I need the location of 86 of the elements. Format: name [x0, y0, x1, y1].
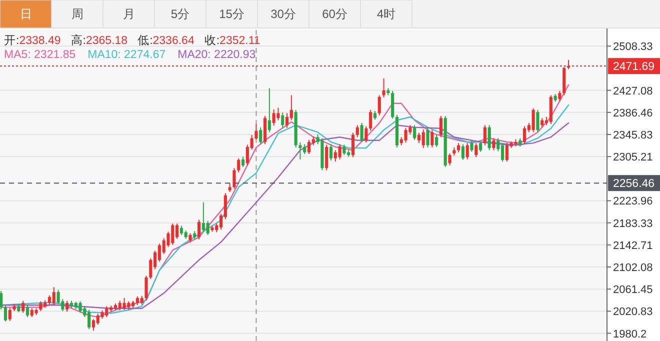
candlestick: [307, 139, 311, 154]
candlestick: [342, 144, 346, 156]
candlestick: [39, 300, 42, 312]
candlestick: [206, 220, 210, 236]
y-tick-label: 2020.83: [613, 306, 653, 318]
candlestick: [188, 232, 192, 244]
candlestick: [369, 109, 372, 132]
y-tick-label: 2508.33: [613, 41, 653, 54]
candlestick: [122, 298, 126, 311]
y-tick-label: 1980.2: [613, 328, 647, 340]
y-tick-label: 2427.08: [613, 85, 653, 98]
candlestick: [439, 115, 442, 138]
candlestick: [356, 124, 359, 138]
candlestick: [479, 140, 482, 152]
candlestick: [391, 90, 394, 120]
candlestick: [351, 132, 355, 158]
candlestick: [78, 300, 82, 314]
candlestick: [522, 126, 526, 145]
candlestick: [378, 94, 381, 116]
candlestick: [241, 156, 245, 168]
candlestick: [500, 142, 504, 162]
annotation: 收:2352.11: [204, 34, 260, 47]
tab: 日: [0, 0, 52, 28]
tab: 4时: [360, 0, 412, 28]
candlestick: [8, 307, 12, 322]
candlestick: [272, 108, 276, 126]
candlestick: [0, 290, 3, 310]
y-tick-label: 2142.71: [613, 240, 653, 252]
candlestick: [144, 275, 148, 300]
candlestick: [470, 140, 474, 152]
candlestick: [404, 127, 408, 144]
y-tick-label: 2061.45: [613, 284, 653, 296]
candlestick: [430, 130, 434, 148]
candlestick: [422, 129, 425, 148]
candlestick: [492, 138, 496, 151]
candlestick: [268, 88, 271, 133]
candlestick: [338, 144, 342, 160]
y-tick-label: 2386.46: [613, 107, 653, 120]
candlestick: [461, 144, 464, 160]
candlestick: [488, 124, 491, 151]
y-tick-label: 2305.21: [613, 152, 653, 164]
candlestick: [285, 112, 289, 128]
candlestick: [237, 158, 240, 173]
ref-line-label: 2256.46: [613, 178, 655, 190]
candlestick: [4, 305, 8, 322]
candlestick: [26, 304, 30, 318]
candlestick: [426, 127, 430, 148]
tab: 周: [51, 0, 104, 28]
candlestick: [66, 300, 69, 312]
candlestick: [558, 90, 562, 102]
candlestick: [360, 122, 364, 143]
candlestick: [382, 78, 386, 98]
annotation: 低:2336.64: [138, 34, 195, 47]
candlestick: [22, 300, 25, 314]
candlestick: [474, 142, 478, 158]
candlestick: [263, 115, 267, 145]
y-tick-label: 2223.96: [613, 196, 653, 208]
candlestick: [329, 144, 333, 161]
y-tick-label: 2345.83: [613, 129, 653, 142]
candlestick: [52, 286, 56, 306]
ref-line-label: 2471.69: [613, 61, 655, 74]
legend: MA5: 2321.85 MA10: 2274.67 MA20: 2220.93: [4, 49, 256, 61]
candlestick: [364, 126, 368, 144]
candlestick: [413, 124, 416, 140]
candlestick: [435, 134, 438, 148]
candlestick: [448, 152, 452, 166]
candlestick: [536, 109, 540, 133]
candlestick: [290, 94, 293, 121]
candlestick: [276, 107, 280, 121]
candlestick: [48, 294, 52, 306]
candlestick: [281, 112, 284, 128]
candlestick: [483, 124, 486, 146]
y-tick-label: 2183.33: [613, 218, 653, 230]
candlestick: [325, 144, 328, 171]
candlestick: [457, 142, 460, 153]
candlestick: [232, 168, 236, 190]
candlestick: [197, 219, 201, 240]
candlestick: [532, 108, 535, 133]
candlestick: [92, 318, 96, 332]
annotation: 开:2338.49: [4, 34, 61, 47]
candlestick: [298, 142, 302, 160]
candlestick: [540, 118, 544, 128]
candlestick: [259, 126, 262, 145]
y-tick-label: 2102.08: [613, 262, 653, 274]
candlestick: [466, 142, 469, 160]
annotation: 高:2365.18: [70, 33, 128, 47]
